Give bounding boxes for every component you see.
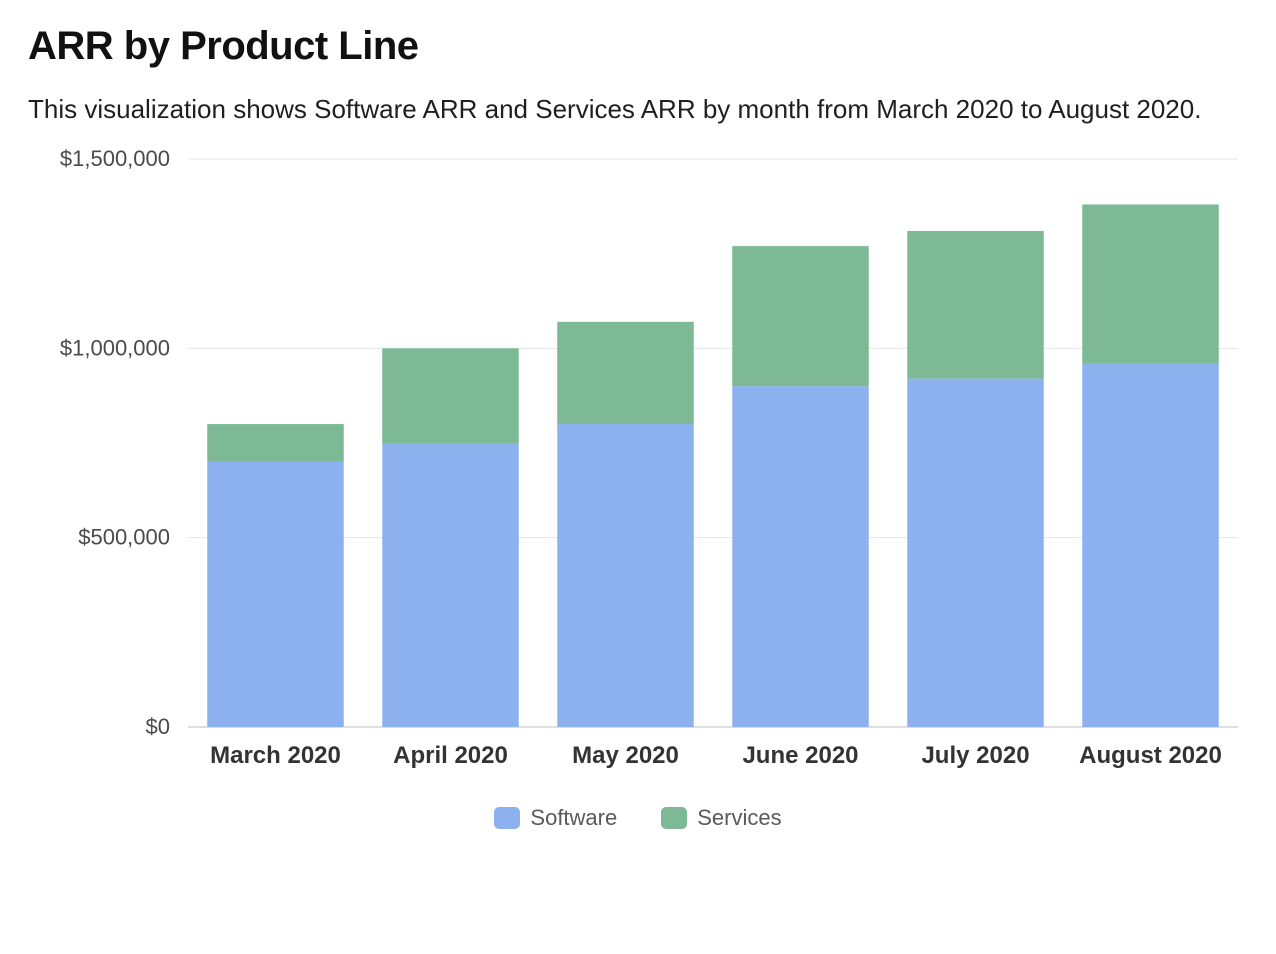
bar-segment-software — [907, 378, 1044, 726]
legend-label: Services — [697, 805, 781, 831]
y-axis-tick-label: $0 — [146, 714, 170, 739]
bar-segment-software — [207, 462, 344, 727]
legend-item-software: Software — [494, 805, 617, 831]
bar-segment-services — [907, 231, 1044, 379]
chart-subtitle: This visualization shows Software ARR an… — [28, 91, 1208, 129]
bar-segment-software — [382, 443, 519, 727]
legend-swatch-icon — [494, 807, 520, 829]
page-root: ARR by Product Line This visualization s… — [0, 0, 1276, 954]
x-axis-tick-label: March 2020 — [210, 742, 341, 769]
legend-item-services: Services — [661, 805, 781, 831]
chart-legend: Software Services — [28, 805, 1248, 831]
bar-segment-services — [557, 322, 694, 424]
legend-label: Software — [530, 805, 617, 831]
chart-container: $0 $500,000 $1,000,000 $1,500,000 March 2020… — [28, 147, 1248, 787]
bar-segment-services — [207, 424, 344, 462]
stacked-bar-chart: $0 $500,000 $1,000,000 $1,500,000 March 2020… — [28, 147, 1248, 787]
chart-title: ARR by Product Line — [28, 24, 1248, 69]
x-axis-tick-label: July 2020 — [921, 742, 1029, 769]
x-axis-tick-label: April 2020 — [393, 742, 508, 769]
y-axis-tick-label: $500,000 — [78, 524, 170, 549]
bar-segment-services — [382, 348, 519, 443]
bar-segment-software — [1082, 363, 1219, 727]
x-axis-tick-label: June 2020 — [742, 742, 858, 769]
bar-segment-services — [1082, 204, 1219, 363]
x-axis-tick-label: May 2020 — [572, 742, 679, 769]
x-axis-tick-label: August 2020 — [1079, 742, 1222, 769]
bar-segment-software — [732, 386, 869, 727]
y-axis-tick-label: $1,000,000 — [60, 335, 170, 360]
legend-swatch-icon — [661, 807, 687, 829]
bar-segment-services — [732, 246, 869, 386]
bar-segment-software — [557, 424, 694, 727]
y-axis-tick-label: $1,500,000 — [60, 147, 170, 171]
